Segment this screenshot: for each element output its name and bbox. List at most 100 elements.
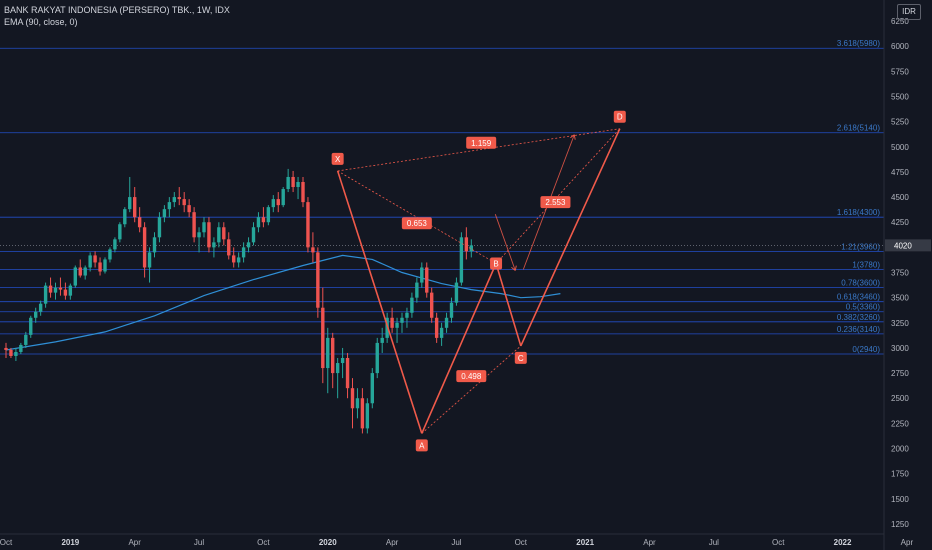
x-tick-label: Oct: [515, 538, 528, 547]
candle: [271, 195, 275, 213]
candle-body: [108, 249, 112, 260]
candle-body: [152, 237, 157, 253]
pattern-leg: [336, 170, 423, 434]
candle-body: [187, 205, 191, 213]
candle-body: [420, 267, 424, 283]
y-tick-label: 6250: [891, 17, 909, 26]
candle-body: [286, 176, 290, 190]
candle: [147, 247, 152, 283]
candle-body: [113, 239, 117, 250]
candle-body: [192, 212, 196, 238]
badge-label: B: [493, 259, 498, 268]
candle-body: [335, 363, 340, 374]
candle: [335, 358, 340, 399]
pattern-point-a: A: [415, 439, 428, 452]
candle: [88, 252, 92, 272]
candle: [350, 378, 355, 429]
candle-body: [147, 252, 152, 268]
last-price-label: 4020: [894, 241, 912, 250]
projection-arrow-down: [494, 214, 517, 271]
candle: [444, 312, 449, 333]
candle: [306, 197, 310, 253]
candle: [380, 327, 384, 353]
fib-level-label: 1(3780): [852, 260, 880, 269]
candle-body: [410, 297, 414, 313]
candle-body: [14, 351, 18, 356]
candle: [261, 207, 266, 228]
candle-body: [365, 403, 370, 429]
badge-box: [401, 217, 432, 230]
candle: [360, 388, 365, 434]
candle: [241, 242, 246, 263]
candle: [286, 168, 290, 193]
candle-body: [177, 197, 181, 200]
candle: [464, 227, 469, 260]
candle-body: [425, 267, 429, 293]
y-tick-label: 1500: [891, 495, 909, 504]
candle-body: [405, 312, 409, 318]
badge-box: [466, 136, 497, 149]
y-tick-label: 5000: [891, 143, 909, 152]
candle-body: [53, 287, 58, 293]
candle: [415, 277, 419, 303]
fib-level-label: 2.618(5140): [837, 124, 880, 133]
candle: [108, 247, 112, 263]
candle: [162, 205, 167, 223]
candle-body: [311, 247, 315, 253]
y-tick-label: 6000: [891, 42, 909, 51]
candle: [410, 292, 414, 318]
last-price-badge: [885, 239, 931, 252]
candle: [123, 207, 127, 228]
x-tick-label: 2020: [319, 538, 337, 547]
y-tick-label: 3250: [891, 319, 909, 328]
candle-body: [434, 317, 439, 338]
candle-body: [355, 398, 360, 409]
fib-level-label: 0.382(3260): [837, 313, 880, 322]
candle: [370, 368, 374, 409]
candle: [93, 251, 97, 268]
candle: [355, 388, 360, 419]
x-tick-label: Apr: [901, 538, 914, 547]
candle: [68, 283, 73, 300]
harmonic-pattern: X A B C D 1.159 0.653 2.553 0.498: [331, 110, 626, 452]
candle: [301, 176, 305, 208]
candle-body: [306, 202, 310, 248]
candle: [38, 300, 43, 316]
candle-body: [123, 209, 127, 225]
candle-body: [375, 342, 379, 374]
candle-body: [256, 217, 261, 228]
candle-body: [58, 287, 63, 290]
pattern-ratio-line: [337, 170, 497, 264]
candle-body: [68, 285, 73, 296]
currency-badge[interactable]: IDR: [897, 4, 921, 20]
candle-body: [142, 227, 147, 268]
fib-level-label: 0.618(3460): [837, 293, 880, 302]
candle-body: [331, 337, 335, 374]
candle: [63, 282, 68, 300]
badge-label: A: [419, 441, 425, 450]
candle-body: [345, 358, 350, 389]
badge-label: 1.159: [471, 139, 492, 148]
candle: [78, 259, 82, 278]
candle-body: [321, 307, 325, 369]
candle-body: [246, 242, 251, 248]
y-tick-label: 3500: [891, 294, 909, 303]
candle: [276, 192, 280, 213]
price-axis[interactable]: 1250 1500 1750 2000 2250 2500 2750 3000 3250 3500…: [883, 0, 931, 550]
y-tick-label: 2250: [891, 419, 909, 428]
x-tick-label: Apr: [643, 538, 656, 547]
candle: [48, 277, 53, 298]
candle-body: [118, 224, 122, 240]
candle: [212, 237, 216, 258]
candle: [236, 252, 241, 268]
candle: [29, 315, 33, 338]
candle-body: [232, 255, 236, 263]
candle: [177, 187, 181, 206]
candle-body: [360, 398, 365, 429]
pattern-point-c: C: [514, 351, 527, 364]
candle-body: [78, 267, 82, 276]
candle-body: [395, 322, 399, 328]
time-axis[interactable]: Oct 2019 Apr Jul Oct 2020 Apr Jul Oct 2021 Apr Jul O…: [0, 533, 914, 547]
candle: [311, 232, 315, 263]
